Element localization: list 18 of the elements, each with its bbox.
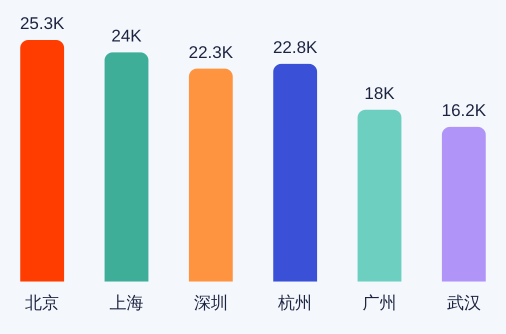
bar (358, 110, 402, 282)
x-tick-label: 上海 (110, 293, 144, 312)
x-tick-label: 武汉 (446, 293, 481, 312)
bar (104, 52, 148, 282)
data-label: 22.3K (188, 42, 234, 62)
bar (442, 126, 486, 282)
data-label: 22.8K (272, 38, 318, 58)
x-tick-label: 北京 (25, 293, 60, 312)
bar (188, 68, 233, 282)
bar (20, 40, 64, 282)
data-label: 25.3K (20, 14, 66, 34)
x-tick-label: 广州 (362, 293, 396, 312)
data-label: 24K (111, 26, 142, 46)
x-tick-label: 杭州 (277, 293, 312, 312)
data-label: 16.2K (442, 101, 487, 120)
x-tick-label: 深圳 (194, 293, 228, 312)
bar (273, 64, 318, 282)
data-label: 18K (364, 84, 396, 103)
